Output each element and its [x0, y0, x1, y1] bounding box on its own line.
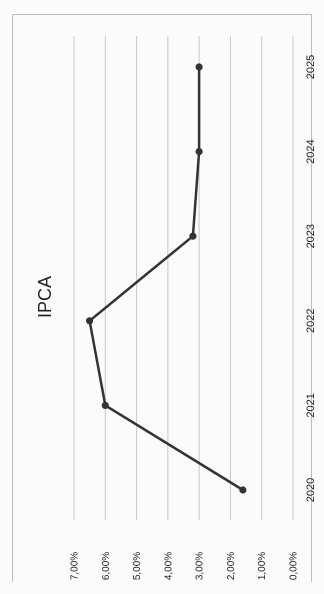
y-tick-label: 2,00% — [226, 552, 237, 580]
y-tick-label: 3,00% — [195, 552, 206, 580]
x-tick-labels: 2020 2021 2022 2023 2024 2025 — [305, 55, 317, 502]
y-tick-label: 4,00% — [163, 552, 174, 580]
data-point-2024 — [195, 148, 203, 156]
x-tick-label: 2025 — [305, 55, 317, 79]
y-tick-label: 5,00% — [132, 552, 143, 580]
x-tick-label: 2023 — [305, 224, 317, 248]
data-point-2020 — [239, 486, 247, 494]
x-tick-label: 2024 — [305, 139, 317, 163]
data-point-2023 — [189, 232, 197, 240]
x-tick-label: 2022 — [305, 309, 317, 333]
data-point-2021 — [101, 401, 109, 409]
y-tick-label: 6,00% — [101, 552, 112, 580]
grid-layer — [73, 36, 294, 520]
frame-right-border — [311, 14, 312, 582]
y-tick-label: 0,00% — [289, 552, 300, 580]
frame-top-border — [12, 14, 312, 15]
point-layer — [86, 63, 247, 494]
series-layer — [88, 65, 245, 492]
data-point-2022 — [86, 317, 94, 325]
x-tick-label: 2020 — [305, 478, 317, 502]
chart-title: IPCA — [35, 276, 55, 318]
series-line-0 — [88, 65, 245, 492]
data-point-2025 — [195, 63, 203, 71]
y-tick-label: 1,00% — [257, 552, 268, 580]
x-tick-label: 2021 — [305, 393, 317, 417]
y-tick-labels: 0,00% 1,00% 2,00% 3,00% 4,00% 5,00% 6,00% 7,00% — [70, 552, 300, 580]
y-tick-label: 7,00% — [70, 552, 81, 580]
frame-left-border — [12, 14, 13, 582]
